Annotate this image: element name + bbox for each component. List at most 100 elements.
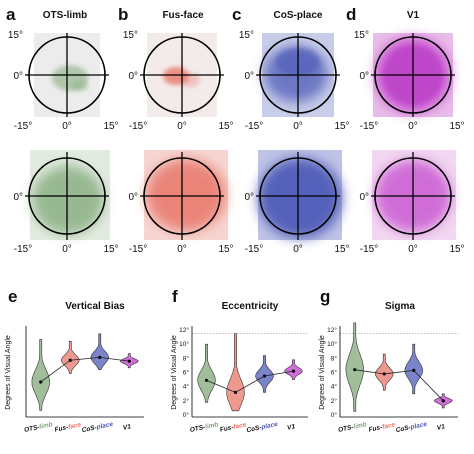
y-tick-label: 4° (331, 383, 338, 391)
category-label: OTS-limb (338, 421, 368, 434)
polar-y-tick-label: 15° (239, 30, 254, 41)
polar-map-v1-bottom (372, 150, 456, 240)
polar-x-tick-label: -15° (245, 244, 263, 255)
y-tick-label: 12° (327, 326, 337, 334)
panel-letter-f: f (172, 287, 178, 306)
y-tick-label: 10° (179, 340, 189, 348)
crosshair-circle-icon (25, 152, 109, 240)
y-axis-label: Degrees of Visual Angle (319, 335, 326, 410)
polar-map-fus-face-bottom (144, 150, 228, 240)
title-ots-limb: OTS-limb (43, 10, 87, 21)
polar-y-tick-label: 0° (359, 71, 369, 82)
polar-y-tick-label: 0° (13, 192, 23, 203)
category-label: CoS-place (81, 421, 114, 435)
polar-y-tick-label: 0° (128, 71, 138, 82)
violin-fus-face (60, 341, 80, 374)
violin-ots-limb (197, 343, 216, 403)
polar-x-tick-label: 0° (293, 121, 303, 132)
y-tick-label: 2° (183, 397, 190, 405)
polar-y-tick-label: 15° (354, 30, 369, 41)
category-label: CoS-place (246, 421, 279, 435)
polar-x-tick-label: -15° (14, 121, 32, 132)
polar-x-tick-label: -15° (14, 244, 32, 255)
y-tick-label: 8° (183, 354, 190, 362)
y-tick-label: 10° (327, 340, 337, 348)
panel-letter-a: a (6, 5, 16, 24)
y-tick-label: 0° (183, 411, 190, 419)
panel-letter-b: b (118, 5, 128, 24)
crosshair-circle-icon (371, 152, 455, 240)
polar-map-ots-limb-bottom (30, 150, 110, 240)
violin-chart-0: Vertical Bias Degrees of Visual Angle OTS-… (5, 301, 144, 434)
title-fus-face: Fus-face (162, 10, 204, 21)
polar-y-tick-label: 0° (244, 71, 254, 82)
title-v1: V1 (407, 10, 420, 21)
polar-y-tick-label: 0° (244, 192, 254, 203)
category-label: V1 (122, 423, 132, 432)
chart-title: Sigma (385, 301, 415, 312)
polar-x-tick-label: 15° (449, 244, 464, 255)
polar-x-tick-label: -15° (360, 244, 378, 255)
polar-x-tick-label: 15° (218, 244, 233, 255)
polar-x-tick-label: 15° (103, 121, 118, 132)
violin-ots-limb (345, 322, 364, 412)
y-tick-label: 8° (331, 354, 338, 362)
crosshair-circle-icon (140, 33, 224, 117)
polar-x-tick-label: -15° (245, 121, 263, 132)
y-tick-label: 12° (179, 326, 189, 334)
category-label: Fus-face (54, 421, 82, 433)
panel-letter-d: d (346, 5, 356, 24)
polar-x-tick-label: 0° (62, 121, 72, 132)
category-label: OTS-limb (24, 421, 54, 434)
crosshair-circle-icon (140, 152, 224, 240)
polar-y-tick-label: 0° (128, 192, 138, 203)
violin-fus-face (374, 353, 394, 391)
y-axis-label: Degrees of Visual Angle (171, 335, 178, 410)
crosshair-circle-icon (256, 152, 340, 240)
panel-letter-g: g (320, 287, 330, 306)
median-line (40, 356, 130, 383)
median-line (354, 369, 444, 402)
polar-x-tick-label: 0° (293, 244, 303, 255)
polar-x-tick-label: 0° (62, 244, 72, 255)
crosshair-circle-icon (256, 33, 340, 117)
polar-x-tick-label: 15° (334, 121, 349, 132)
category-label: Fus-face (368, 421, 396, 433)
panel-letter-c: c (232, 5, 241, 24)
y-axis-label: Degrees of Visual Angle (5, 335, 12, 410)
category-label: CoS-place (395, 421, 428, 435)
chart-title: Eccentricity (222, 301, 279, 312)
polar-x-tick-label: 0° (408, 244, 418, 255)
category-label: Fus-face (219, 421, 247, 433)
title-cos-place: CoS-place (274, 10, 323, 21)
violin-cos-place (90, 333, 110, 370)
y-tick-label: 6° (331, 369, 338, 377)
polar-map-cos-place-bottom (258, 150, 342, 240)
violin-cos-place (255, 355, 274, 393)
polar-x-tick-label: 15° (103, 244, 118, 255)
y-tick-label: 0° (331, 411, 338, 419)
polar-x-tick-label: -15° (129, 244, 147, 255)
polar-x-tick-label: -15° (360, 121, 378, 132)
chart-title: Vertical Bias (65, 301, 125, 312)
panel-letter-e: e (8, 287, 17, 306)
y-tick-label: 2° (331, 397, 338, 405)
category-label: V1 (436, 423, 446, 432)
violin-fus-face (226, 333, 245, 412)
polar-x-tick-label: 15° (334, 244, 349, 255)
y-tick-label: 6° (183, 369, 190, 377)
polar-x-tick-label: 0° (177, 121, 187, 132)
category-label: OTS-limb (189, 421, 219, 434)
y-tick-label: 4° (183, 383, 190, 391)
violin-ots-limb (31, 339, 50, 411)
polar-x-tick-label: 0° (177, 244, 187, 255)
crosshair-circle-icon (25, 33, 109, 117)
median-line (206, 370, 294, 393)
polar-y-tick-label: 15° (8, 30, 23, 41)
polar-x-tick-label: 0° (408, 121, 418, 132)
crosshair-circle-icon (371, 33, 455, 117)
polar-y-tick-label: 15° (123, 30, 138, 41)
